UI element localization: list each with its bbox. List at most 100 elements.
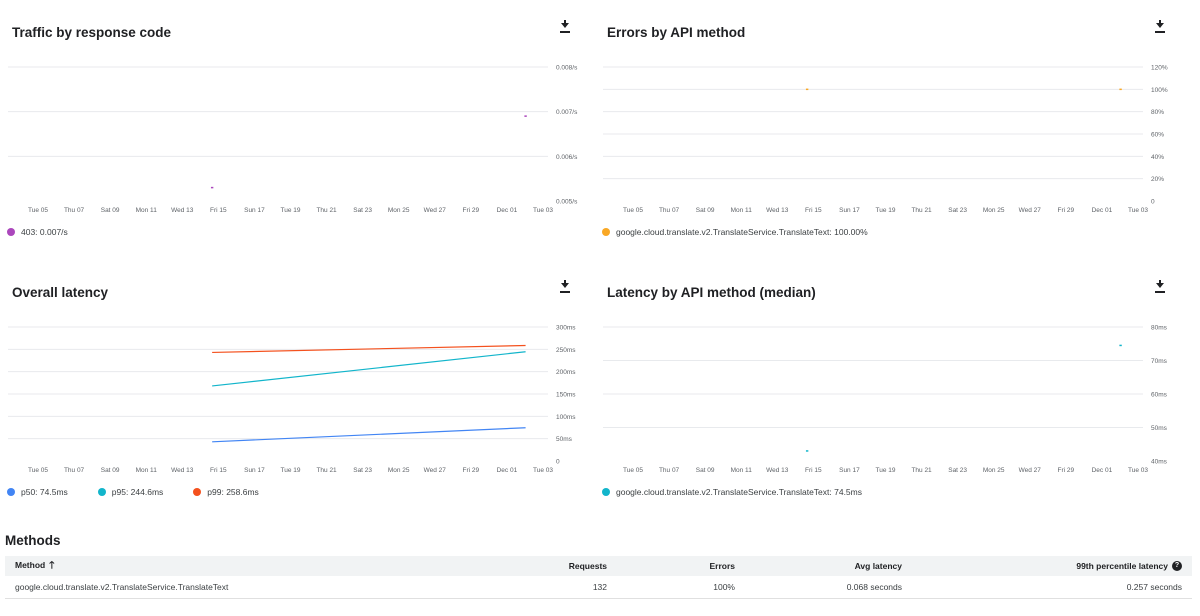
column-label: Requests bbox=[568, 561, 607, 571]
download-icon[interactable] bbox=[1153, 279, 1167, 295]
column-header-requests[interactable]: Requests bbox=[525, 556, 617, 576]
y-tick-label: 0 bbox=[556, 459, 560, 466]
y-tick-label: 200ms bbox=[556, 369, 576, 376]
y-tick-label: 0.006/s bbox=[556, 154, 578, 161]
legend-item: p50: 74.5ms bbox=[7, 487, 68, 497]
x-tick-label: Sun 17 bbox=[244, 207, 265, 214]
y-tick-label: 80% bbox=[1151, 109, 1164, 116]
cell-p99-latency: 0.257 seconds bbox=[912, 576, 1192, 599]
chart-plot: 40ms 50ms 60ms 70ms 80ms Tue 05 Thu 07 Sat 09 Mo… bbox=[603, 325, 1168, 474]
x-tick-label: Tue 03 bbox=[1128, 207, 1148, 214]
column-label: Errors bbox=[709, 561, 735, 571]
cell-avg-latency: 0.068 seconds bbox=[745, 576, 912, 599]
series-line bbox=[212, 351, 526, 387]
legend-label: p95: 244.6ms bbox=[111, 487, 164, 497]
x-tick-label: Tue 19 bbox=[281, 467, 301, 474]
x-tick-label: Tue 03 bbox=[533, 207, 553, 214]
y-tick-label: 20% bbox=[1151, 176, 1164, 183]
x-tick-label: Tue 05 bbox=[28, 207, 48, 214]
y-tick-label: 50ms bbox=[556, 436, 573, 443]
y-tick-label: 80ms bbox=[1151, 325, 1168, 332]
x-tick-label: Thu 07 bbox=[64, 207, 85, 214]
x-tick-label: Dec 01 bbox=[497, 467, 518, 474]
x-tick-label: Tue 05 bbox=[623, 467, 643, 474]
x-tick-label: Sat 23 bbox=[948, 467, 967, 474]
x-tick-label: Tue 19 bbox=[876, 467, 896, 474]
download-icon[interactable] bbox=[1153, 19, 1167, 35]
x-tick-label: Wed 27 bbox=[424, 467, 447, 474]
x-tick-label: Sat 09 bbox=[696, 467, 715, 474]
x-tick-label: Sun 17 bbox=[839, 207, 860, 214]
y-tick-label: 300ms bbox=[556, 325, 576, 332]
y-tick-label: 60ms bbox=[1151, 392, 1168, 399]
y-tick-label: 0.007/s bbox=[556, 109, 578, 116]
x-tick-label: Fri 15 bbox=[210, 467, 227, 474]
y-tick-label: 120% bbox=[1151, 65, 1168, 72]
chart-legend: 403: 0.007/s bbox=[7, 227, 98, 237]
x-tick-label: Tue 03 bbox=[533, 467, 553, 474]
x-tick-label: Dec 01 bbox=[1092, 207, 1113, 214]
download-icon[interactable] bbox=[558, 19, 572, 35]
x-tick-label: Mon 25 bbox=[388, 467, 410, 474]
x-tick-label: Fri 29 bbox=[463, 467, 480, 474]
x-tick-label: Tue 19 bbox=[876, 207, 896, 214]
arrow-up-icon[interactable]: 🡑 bbox=[49, 559, 55, 571]
chart-legend: google.cloud.translate.v2.TranslateServi… bbox=[602, 487, 892, 497]
x-tick-label: Thu 21 bbox=[911, 207, 932, 214]
column-label: Method bbox=[15, 559, 46, 570]
x-tick-label: Wed 13 bbox=[766, 207, 789, 214]
x-tick-label: Mon 11 bbox=[731, 467, 753, 474]
legend-item: p99: 258.6ms bbox=[193, 487, 259, 497]
y-tick-label: 0.008/s bbox=[556, 65, 578, 72]
cell-method: google.cloud.translate.v2.TranslateServi… bbox=[5, 576, 525, 599]
chart-plot: 0 20% 40% 60% 80% 100% 120% Tue 05 Thu 07 Sat 09 M… bbox=[603, 65, 1168, 214]
x-tick-label: Thu 07 bbox=[64, 467, 85, 474]
chart-title: Overall latency bbox=[12, 285, 109, 300]
legend-item: google.cloud.translate.v2.TranslateServi… bbox=[602, 487, 862, 497]
x-tick-label: Mon 11 bbox=[136, 467, 158, 474]
x-tick-label: Mon 25 bbox=[983, 207, 1005, 214]
download-icon[interactable] bbox=[558, 279, 572, 295]
y-tick-label: 100ms bbox=[556, 414, 576, 421]
x-tick-label: Thu 21 bbox=[316, 467, 337, 474]
chart-title: Errors by API method bbox=[607, 25, 746, 40]
table-row[interactable]: google.cloud.translate.v2.TranslateServi… bbox=[5, 576, 1192, 599]
y-tick-label: 0 bbox=[1151, 199, 1155, 206]
x-tick-label: Thu 07 bbox=[659, 207, 680, 214]
chart-legend: google.cloud.translate.v2.TranslateServi… bbox=[602, 227, 898, 237]
legend-label: google.cloud.translate.v2.TranslateServi… bbox=[616, 227, 868, 237]
x-tick-label: Sat 23 bbox=[948, 207, 967, 214]
x-tick-label: Sat 23 bbox=[353, 207, 372, 214]
legend-label: p50: 74.5ms bbox=[21, 487, 68, 497]
traffic-chart-card: Traffic by response code 0.005/s 0.006/s 0… bbox=[0, 0, 590, 250]
legend-item: p95: 244.6ms bbox=[97, 487, 164, 497]
x-tick-label: Wed 27 bbox=[1019, 207, 1042, 214]
legend-item: google.cloud.translate.v2.TranslateServi… bbox=[602, 227, 868, 237]
x-tick-label: Dec 01 bbox=[497, 207, 518, 214]
column-header-avg-latency[interactable]: Avg latency bbox=[745, 556, 912, 576]
y-tick-label: 60% bbox=[1151, 132, 1164, 139]
help-icon[interactable]: ? bbox=[1172, 561, 1182, 572]
x-tick-label: Sun 17 bbox=[244, 467, 265, 474]
x-tick-label: Fri 15 bbox=[805, 207, 822, 214]
x-tick-label: Fri 29 bbox=[1058, 207, 1075, 214]
chart-plot: 0.005/s 0.006/s 0.007/s 0.008/s Tue 05 Thu 07… bbox=[8, 65, 578, 214]
x-tick-label: Sun 17 bbox=[839, 467, 860, 474]
legend-swatch bbox=[7, 228, 15, 236]
series-line bbox=[212, 427, 526, 443]
y-tick-label: 250ms bbox=[556, 347, 576, 354]
x-tick-label: Wed 13 bbox=[766, 467, 789, 474]
x-tick-label: Mon 25 bbox=[983, 467, 1005, 474]
column-header-p99-latency[interactable]: 99th percentile latency? bbox=[912, 556, 1192, 576]
x-tick-label: Wed 27 bbox=[424, 207, 447, 214]
column-header-method[interactable]: Method 🡑 bbox=[5, 556, 525, 576]
x-tick-label: Sat 09 bbox=[101, 467, 120, 474]
column-header-errors[interactable]: Errors bbox=[617, 556, 745, 576]
chart-title: Traffic by response code bbox=[12, 25, 172, 40]
x-tick-label: Mon 11 bbox=[136, 207, 158, 214]
chart-legend: p50: 74.5ms p95: 244.6ms p99: 258.6ms bbox=[7, 487, 289, 497]
legend-swatch bbox=[7, 488, 15, 496]
x-tick-label: Thu 21 bbox=[911, 467, 932, 474]
errors-chart-card: Errors by API method 0 20% 40% 60% 80% 100% 12… bbox=[595, 0, 1185, 250]
y-tick-label: 70ms bbox=[1151, 358, 1168, 365]
